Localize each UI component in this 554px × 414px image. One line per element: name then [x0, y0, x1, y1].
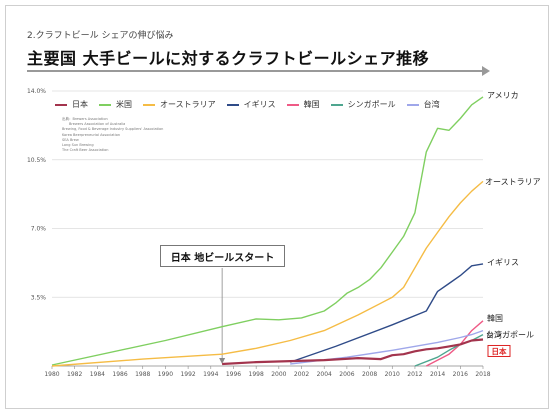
legend-swatch: [286, 103, 299, 106]
source-line: SEA Brew: [62, 137, 79, 142]
x-tick-label: 2014: [430, 371, 445, 378]
x-tick-label: 1992: [180, 371, 195, 378]
legend-item: 台湾: [406, 99, 440, 110]
x-tick-label: 1996: [226, 371, 241, 378]
series-line-日本: [222, 338, 484, 366]
x-tick-label: 1998: [249, 371, 264, 378]
legend-item: 日本: [55, 99, 88, 110]
source-line: The Craft Beer Association: [62, 148, 109, 153]
data-sources: 出典：Brewers Association Brewers Associatio…: [62, 117, 163, 153]
slide-title: 主要国 大手ビールに対するクラフトビールシェア推移: [27, 49, 430, 68]
x-tick-label: 1988: [135, 371, 150, 378]
series-end-label-イギリス: イギリス: [487, 258, 519, 267]
legend-swatch: [226, 103, 239, 106]
title-underline: [27, 70, 485, 72]
legend-item: 韓国: [286, 99, 320, 110]
japan-label-box: [487, 344, 511, 357]
legend-swatch: [406, 103, 419, 106]
x-tick-label: 1994: [203, 371, 218, 378]
legend-label: 台湾: [423, 100, 440, 109]
x-tick-label: 2018: [475, 371, 490, 378]
legend-swatch: [330, 103, 343, 106]
legend-label: 米国: [116, 100, 132, 109]
y-tick-label: 14.0%: [27, 88, 46, 95]
series-end-label-日本: 日本: [487, 344, 511, 357]
x-tick-label: 2006: [339, 371, 354, 378]
legend-label: シンガポール: [347, 100, 396, 109]
source-line: 出典：Brewers Association: [62, 117, 108, 121]
x-tick-label: 2016: [453, 371, 468, 378]
x-tick-label: 1982: [67, 371, 82, 378]
x-tick-label: 1986: [112, 371, 127, 378]
legend-item: オーストラリア: [143, 99, 216, 110]
source-line: Long Sun Brewing: [62, 143, 94, 148]
x-tick-label: 1984: [90, 371, 105, 378]
series-line-米国: [51, 96, 484, 366]
legend-item: シンガポール: [330, 99, 396, 110]
japan-start-callout: 日本 地ビールスタート: [160, 245, 285, 267]
x-tick-label: 2012: [407, 371, 422, 378]
series-end-label-text: 日本: [492, 346, 507, 356]
series-line-オーストラリア: [51, 180, 484, 367]
legend-label: イギリス: [243, 100, 276, 109]
legend-item: 米国: [99, 99, 132, 110]
source-line: Brewing, Food & Beverage Industry Suppli…: [62, 127, 164, 132]
callout-arrowhead: [219, 358, 226, 365]
section-subtitle: 2.クラフトビール シェアの伸び悩み: [27, 31, 174, 41]
x-tick-label: 1980: [44, 371, 59, 378]
source-line: Brewers Association of Australia: [69, 122, 126, 127]
series-end-label-台湾: 台湾: [486, 330, 502, 340]
legend-label: 韓国: [303, 100, 320, 109]
x-tick-label: 2002: [294, 371, 309, 378]
y-tick-label: 10.5%: [27, 157, 46, 164]
legend-swatch: [55, 103, 67, 106]
y-tick-label: 3.5%: [31, 294, 47, 301]
x-tick-label: 2010: [385, 371, 400, 378]
series-end-label-オーストラリア: オーストラリア: [485, 177, 541, 186]
legend-label: 日本: [72, 100, 88, 109]
source-line: Korea Beerpreneurial Association: [62, 132, 121, 137]
title-arrow-icon: [482, 66, 490, 76]
series-line-イギリス: [289, 263, 484, 363]
slide-frame: [5, 5, 549, 409]
y-tick-label: 7.0%: [31, 226, 47, 233]
series-end-label-韓国: 韓国: [487, 313, 503, 323]
series-end-label-シンガポール: シンガポール: [486, 330, 534, 340]
x-tick-label: 2000: [271, 371, 286, 378]
legend-label: オーストラリア: [160, 100, 216, 109]
series-line-台湾: [290, 329, 484, 365]
x-tick-label: 2008: [362, 371, 377, 378]
series-end-label-米国: アメリカ: [487, 91, 519, 100]
x-tick-label: 1990: [158, 371, 173, 378]
legend-item: イギリス: [226, 99, 276, 110]
legend-swatch: [143, 103, 155, 106]
x-tick-label: 2004: [317, 371, 332, 378]
chart-legend: 日本 米国 オーストラリア イギリス 韓国 シンガポール 台湾: [55, 99, 440, 110]
legend-swatch: [99, 103, 111, 106]
